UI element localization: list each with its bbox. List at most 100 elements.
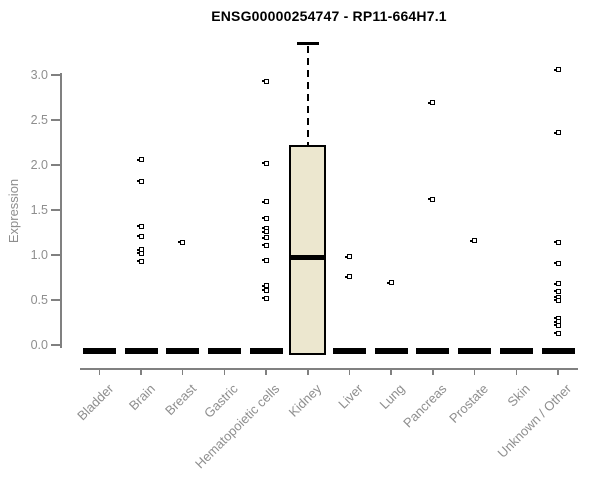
zero-expression-bar <box>416 348 450 354</box>
sample-point <box>553 130 561 136</box>
sample-point <box>553 330 561 336</box>
sample-point <box>136 178 144 184</box>
point-left-nub <box>345 255 347 258</box>
point-left-nub <box>136 158 139 161</box>
sample-point <box>261 287 269 293</box>
sample-point <box>261 160 269 166</box>
y-tick-mark <box>51 119 60 121</box>
sample-point <box>428 196 436 202</box>
sample-point <box>553 281 561 287</box>
y-tick-label: 1.5 <box>30 203 48 217</box>
sample-point <box>553 239 561 245</box>
point-left-nub <box>136 235 139 238</box>
sample-point <box>136 250 144 256</box>
zero-expression-bar <box>207 348 241 354</box>
sample-point <box>428 100 436 106</box>
y-tick-mark <box>51 164 60 166</box>
sample-point <box>553 260 561 266</box>
y-tick-mark <box>51 209 60 211</box>
x-category-label: Pancreas <box>400 381 450 431</box>
y-tick-label: 0.5 <box>30 293 48 307</box>
point-left-nub <box>553 262 556 265</box>
x-tick-mark <box>265 368 267 375</box>
point-left-nub <box>428 101 431 104</box>
sample-point <box>553 322 561 328</box>
x-category-label: Bladder <box>73 381 116 424</box>
x-tick-mark <box>223 368 226 375</box>
zero-expression-bar <box>333 348 366 354</box>
point-left-nub <box>261 244 264 247</box>
sample-point <box>136 157 144 163</box>
point-left-nub <box>178 241 181 244</box>
x-tick-mark <box>390 368 392 375</box>
sample-point <box>136 223 144 229</box>
point-left-nub <box>261 230 264 233</box>
point-left-nub <box>261 227 264 229</box>
sample-point <box>136 258 144 264</box>
x-tick-mark <box>348 368 351 375</box>
y-tick-mark <box>51 299 60 301</box>
y-tick-mark <box>51 254 60 256</box>
x-axis-line <box>80 368 578 370</box>
x-tick-mark <box>515 368 518 375</box>
sample-point <box>261 199 269 205</box>
x-tick-mark <box>181 368 184 375</box>
upper-whisker-line <box>306 45 310 146</box>
x-category-label: Skin <box>504 381 533 410</box>
point-left-nub <box>553 290 556 292</box>
point-left-nub <box>553 320 556 323</box>
x-tick-mark <box>432 368 434 375</box>
y-axis-line <box>60 73 62 348</box>
y-tick-label: 1.0 <box>30 248 48 262</box>
sample-point <box>136 233 144 239</box>
sample-point <box>345 274 352 280</box>
point-left-nub <box>553 68 556 71</box>
point-left-nub <box>553 131 556 134</box>
y-tick-mark <box>51 344 60 346</box>
zero-expression-bar <box>541 348 575 354</box>
point-left-nub <box>261 162 264 165</box>
sample-point <box>261 78 269 84</box>
x-category-label: Gastric <box>201 381 242 421</box>
box-iqr <box>289 145 327 355</box>
zero-expression-bar <box>499 348 533 354</box>
sample-point <box>553 67 561 73</box>
sample-point <box>553 297 561 303</box>
x-category-label: Prostate <box>446 381 492 426</box>
point-left-nub <box>136 260 139 263</box>
x-tick-mark <box>98 368 101 375</box>
point-left-nub <box>553 299 556 301</box>
x-tick-mark <box>140 368 142 375</box>
point-left-nub <box>261 200 264 203</box>
sample-point <box>178 239 186 245</box>
point-left-nub <box>345 275 347 278</box>
point-left-nub <box>553 324 556 327</box>
upper-whisker-cap <box>296 42 319 45</box>
chart-title: ENSG00000254747 - RP11-664H7.1 <box>211 8 447 24</box>
point-left-nub <box>553 282 556 285</box>
zero-expression-bar <box>124 348 158 354</box>
x-category-label: Kidney <box>285 381 325 420</box>
point-left-nub <box>136 248 139 251</box>
point-left-nub <box>136 252 139 255</box>
point-left-nub <box>261 236 264 239</box>
point-left-nub <box>261 289 264 292</box>
point-left-nub <box>261 259 264 262</box>
point-left-nub <box>136 180 139 183</box>
zero-expression-bar <box>374 348 408 354</box>
x-tick-mark <box>473 368 476 375</box>
point-left-nub <box>553 296 556 299</box>
point-left-nub <box>553 241 556 244</box>
zero-expression-bar <box>458 348 492 354</box>
sample-point <box>261 229 269 235</box>
sample-point <box>261 295 269 301</box>
point-left-nub <box>261 217 264 220</box>
point-left-nub <box>553 332 556 335</box>
point-left-nub <box>136 225 139 228</box>
zero-expression-bar <box>166 348 200 354</box>
x-category-label: Unknown / Other <box>495 381 575 461</box>
point-left-nub <box>428 198 431 201</box>
y-tick-mark <box>51 74 60 76</box>
sample-point <box>345 254 352 260</box>
